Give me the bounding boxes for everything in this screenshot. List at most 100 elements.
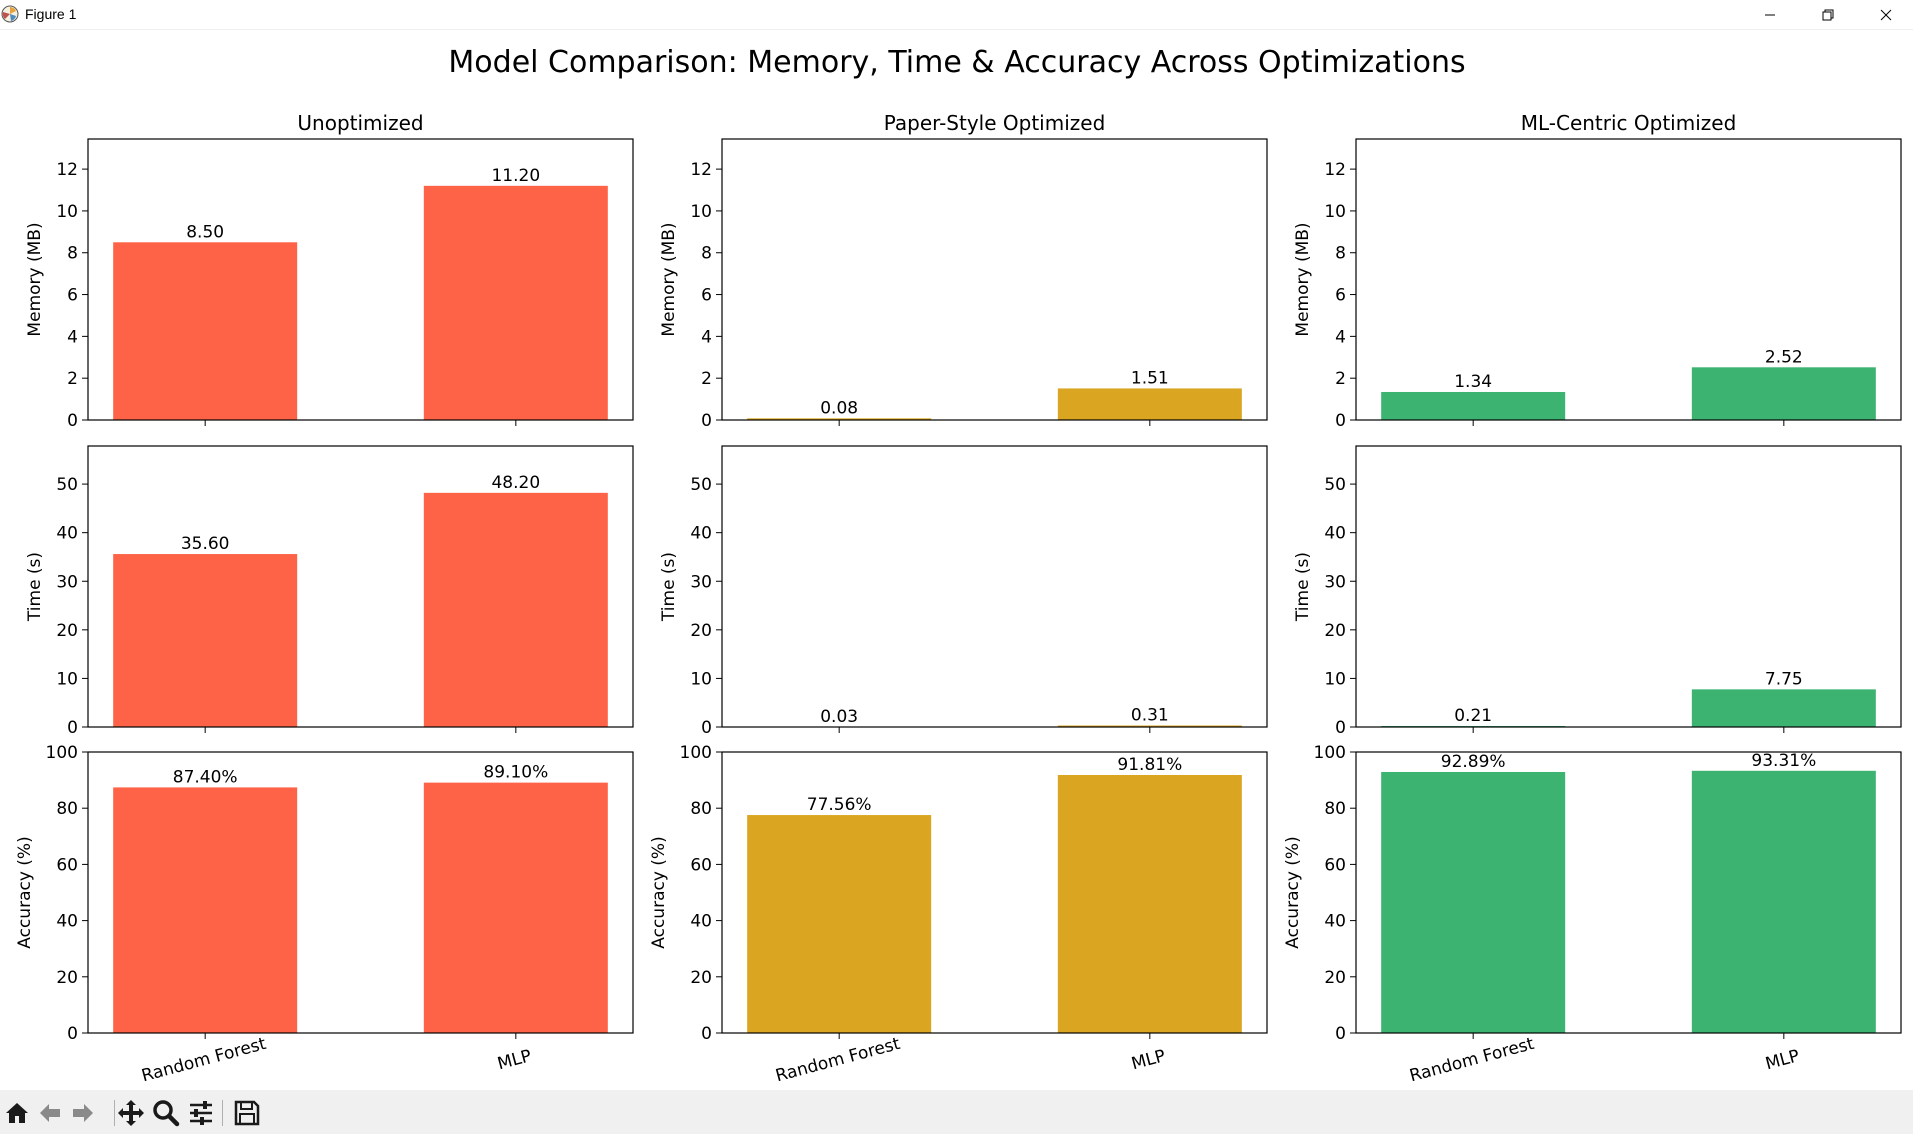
window-title: Figure 1 — [25, 6, 77, 22]
axes-memory: 0.08 1.51 0 2 4 6 8 10 12 Memory (MB) — [659, 138, 1268, 431]
bar — [423, 185, 608, 420]
back-button[interactable] — [35, 1098, 65, 1128]
pan-icon — [118, 1100, 144, 1126]
y-tick-label: 4 — [701, 327, 712, 347]
navigation-toolbar — [0, 1090, 1913, 1134]
bar-value-label: 1.34 — [1454, 372, 1492, 392]
y-tick-label: 100 — [1314, 743, 1346, 763]
minimize-button[interactable] — [1741, 0, 1799, 29]
x-tick-label: MLP — [1129, 1046, 1167, 1074]
y-axis-label: Accuracy (%) — [1283, 836, 1303, 948]
y-tick-label: 20 — [1324, 968, 1346, 988]
y-tick-label: 10 — [690, 202, 712, 222]
y-tick-label: 8 — [1335, 244, 1346, 264]
x-tick-label: MLP — [1763, 1046, 1801, 1074]
axes-time: 35.60 48.20 0 10 20 30 40 50 Time (s) — [25, 445, 634, 738]
axes-memory: 1.34 2.52 0 2 4 6 8 10 12 Memory (MB) — [1293, 138, 1902, 431]
restore-icon — [1822, 9, 1834, 20]
y-tick-label: 80 — [56, 799, 78, 819]
forward-button[interactable] — [68, 1098, 98, 1128]
axes-frame — [721, 445, 1268, 728]
save-button[interactable] — [232, 1098, 262, 1128]
y-tick-label: 6 — [67, 286, 78, 306]
figure-suptitle: Model Comparison: Memory, Time & Accurac… — [448, 45, 1465, 80]
axes-memory: 8.50 11.20 0 2 4 6 8 10 12 Memory (MB) — [25, 138, 634, 431]
toolbar-separator — [114, 1100, 115, 1126]
x-tick-label: Random Forest — [139, 1034, 268, 1087]
y-tick-label: 10 — [1324, 202, 1346, 222]
axes-frame — [1355, 138, 1902, 421]
y-axis-label: Accuracy (%) — [649, 836, 669, 948]
home-button[interactable] — [2, 1098, 32, 1128]
bar — [113, 242, 298, 420]
pan-button[interactable] — [116, 1098, 146, 1128]
y-tick-label: 50 — [56, 475, 78, 495]
restore-button[interactable] — [1799, 0, 1857, 29]
bar-value-label: 87.40% — [173, 767, 238, 787]
bar-value-label: 8.50 — [186, 222, 224, 242]
configure-subplots-button[interactable] — [186, 1098, 216, 1128]
axes-accuracy: 92.89% 93.31% 0 20 40 60 80 100 Accuracy (%) Rand… — [1283, 743, 1902, 1087]
bar-value-label: 93.31% — [1751, 751, 1816, 771]
y-tick-label: 0 — [701, 718, 712, 738]
configure-subplots-icon — [190, 1101, 212, 1125]
bar — [747, 815, 932, 1033]
bar-value-label: 2.52 — [1765, 347, 1803, 367]
y-tick-label: 40 — [56, 524, 78, 544]
y-tick-label: 10 — [690, 669, 712, 689]
y-tick-label: 80 — [690, 799, 712, 819]
axes-frame — [87, 751, 634, 1034]
y-tick-label: 10 — [56, 669, 78, 689]
y-tick-label: 100 — [46, 743, 78, 763]
bar — [747, 418, 932, 420]
bar — [1381, 391, 1566, 420]
axes-time: 0.21 7.75 0 10 20 30 40 50 Time (s) — [1293, 445, 1902, 738]
y-tick-label: 4 — [1335, 327, 1346, 347]
bar-value-label: 48.20 — [491, 473, 540, 493]
bar-value-label: 91.81% — [1117, 755, 1182, 775]
bar — [423, 492, 608, 727]
axes-accuracy: 77.56% 91.81% 0 20 40 60 80 100 Accuracy (%) Rand… — [649, 743, 1268, 1087]
bar — [1381, 771, 1566, 1033]
y-tick-label: 30 — [690, 572, 712, 592]
y-tick-label: 8 — [701, 244, 712, 264]
bar-value-label: 0.08 — [820, 398, 858, 418]
y-tick-label: 12 — [56, 160, 78, 180]
bar — [1057, 388, 1242, 420]
y-axis-label: Memory (MB) — [659, 222, 679, 336]
bar — [113, 787, 298, 1033]
bar-value-label: 0.03 — [820, 707, 858, 727]
bar — [1691, 367, 1876, 420]
bar — [1057, 725, 1242, 727]
y-tick-label: 0 — [1335, 718, 1346, 738]
axes-frame — [721, 138, 1268, 421]
y-tick-label: 6 — [701, 286, 712, 306]
axes-frame — [87, 445, 634, 728]
y-tick-label: 0 — [1335, 411, 1346, 431]
y-tick-label: 0 — [67, 411, 78, 431]
y-tick-label: 0 — [67, 1024, 78, 1044]
bar-value-label: 0.31 — [1131, 705, 1169, 725]
bar — [1691, 770, 1876, 1033]
subplot-column-3: ML-Centric Optimized 1.34 2.52 0 2 4 6 8 10 12 Mem… — [1283, 111, 1902, 1087]
y-tick-label: 2 — [701, 369, 712, 389]
x-tick-label: MLP — [495, 1046, 533, 1074]
x-tick-label: Random Forest — [1407, 1034, 1536, 1087]
subplot-grid: Unoptimized 8.50 11.20 0 2 4 6 8 10 12 Memory (MB)… — [15, 111, 1902, 1087]
bar-value-label: 0.21 — [1454, 706, 1492, 726]
x-tick-label: Random Forest — [773, 1034, 902, 1087]
save-icon — [234, 1100, 260, 1126]
zoom-button[interactable] — [151, 1098, 181, 1128]
subplot-title: Paper-Style Optimized — [884, 111, 1106, 135]
y-tick-label: 60 — [1324, 855, 1346, 875]
bar-value-label: 89.10% — [483, 763, 548, 783]
y-tick-label: 10 — [1324, 669, 1346, 689]
y-tick-label: 100 — [680, 743, 712, 763]
y-tick-label: 2 — [1335, 369, 1346, 389]
subplot-column-1: Unoptimized 8.50 11.20 0 2 4 6 8 10 12 Memory (MB)… — [15, 111, 634, 1087]
close-button[interactable] — [1857, 0, 1913, 29]
y-tick-label: 2 — [67, 369, 78, 389]
figure-canvas: Model Comparison: Memory, Time & Accurac… — [15, 45, 1902, 1087]
y-tick-label: 0 — [701, 1024, 712, 1044]
axes-accuracy: 87.40% 89.10% 0 20 40 60 80 100 Accuracy (%) Rand… — [15, 743, 634, 1087]
